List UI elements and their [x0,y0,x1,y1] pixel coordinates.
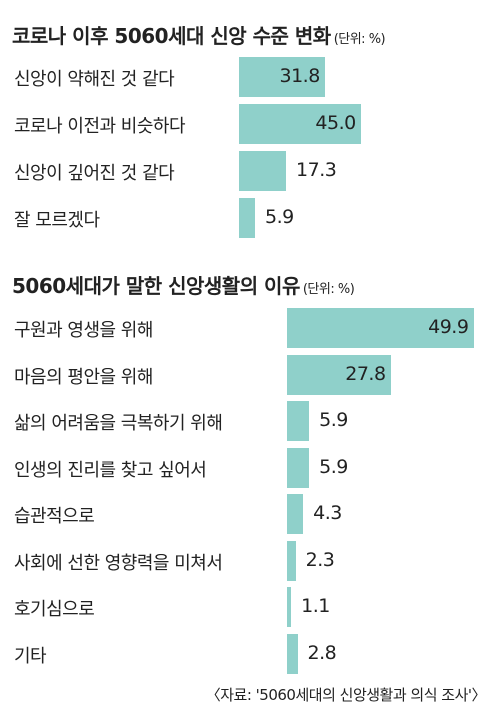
chart-2-category-label: 호기심으로 [14,599,95,620]
chart-1-category-label: 신앙이 깊어진 것 같다 [14,163,175,184]
chart-1-bar [239,151,287,191]
chart-2-title: 5060세대가 말한 신앙생활의 이유 (단위: %) [12,270,355,299]
chart-2-value-label: 49.9 [428,316,469,338]
chart-2-category-label: 마음의 평안을 위해 [14,366,153,388]
chart-2-value-label: 2.3 [305,548,335,571]
chart-1-value-label: 17.3 [296,159,337,181]
chart-2-unit: (단위: %) [302,282,355,297]
chart-1-bar [239,104,362,144]
chart-1-category-label: 잘 모르겠다 [14,210,100,231]
chart-2-bar [287,447,310,488]
chart-2-category-label: 삶의 어려움을 극복하기 위해 [14,413,223,434]
chart-2-value-label: 2.8 [307,641,337,664]
chart-2-bar [287,354,392,395]
chart-2-category-label: 사회에 선한 영향력을 미쳐서 [14,552,223,574]
chart-2-bar [287,494,304,534]
chart-2-bar [287,587,292,627]
chart-2-bar [287,540,296,581]
chart-1-title: 코로나 이후 5060세대 신앙 수준 변화 (단위: %) [12,20,386,49]
chart-1-category-label: 신앙이 약해진 것 같다 [14,69,175,90]
chart-2-value-label: 5.9 [319,455,348,478]
chart-2-value-label: 1.1 [301,595,330,617]
chart-1-value-label: 5.9 [265,206,294,228]
chart-1-bar [239,198,256,238]
chart-2-category-label: 습관적으로 [14,506,95,527]
chart-2-value-label: 5.9 [319,409,348,431]
chart-1-unit: (단위: %) [333,32,386,47]
chart-2-value-label: 27.8 [345,362,386,385]
chart-1-value-label: 45.0 [315,112,356,134]
chart-2-category-label: 인생의 진리를 찾고 싶어서 [14,459,207,481]
chart-2-bar [287,633,298,674]
chart-1-value-label: 31.8 [279,65,320,87]
chart-2-title-text: 5060세대가 말한 신앙생활의 이유 [12,274,300,298]
chart-2-category-label: 구원과 영생을 위해 [14,320,153,341]
chart-2-bar [287,401,310,441]
source-note: 〈자료: '5060세대의 신앙생활과 의식 조사'〉 [205,686,487,704]
chart-2-value-label: 4.3 [313,502,342,524]
chart-1-category-label: 코로나 이전과 비슷하다 [14,116,186,137]
chart-2-bar [287,308,475,348]
chart-2-category-label: 기타 [14,645,47,667]
chart-1-title-text: 코로나 이후 5060세대 신앙 수준 변화 [12,24,331,48]
chart-1-bar [239,57,326,97]
